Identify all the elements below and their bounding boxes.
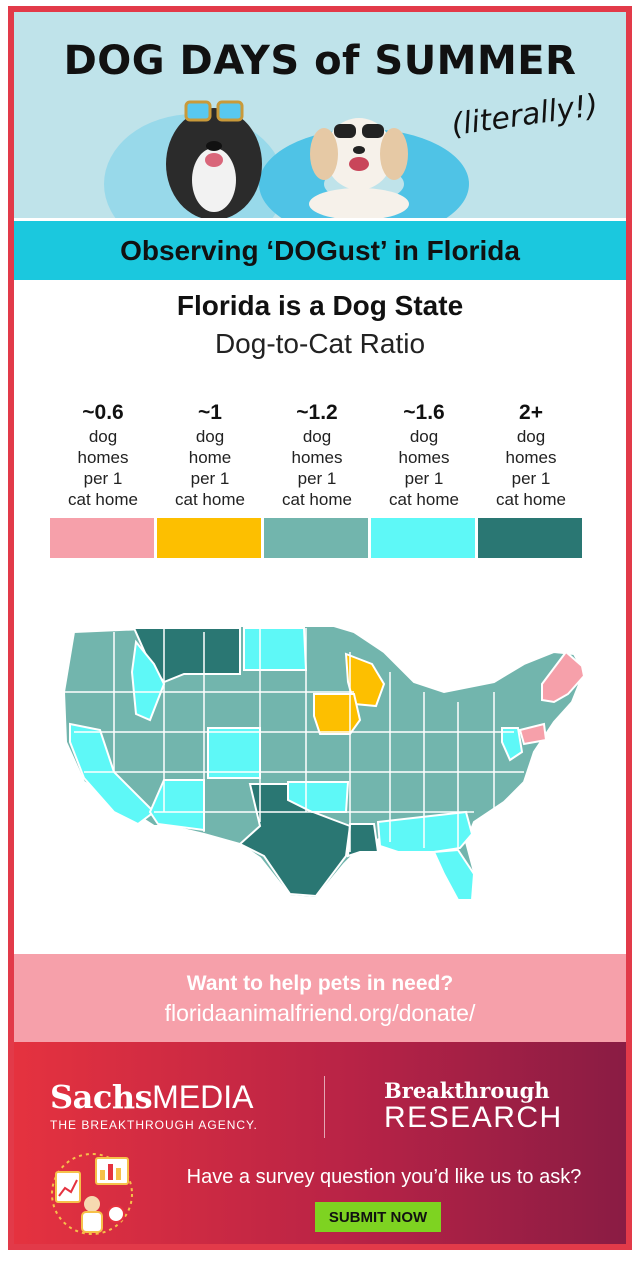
- legend-swatch: [371, 518, 475, 558]
- state-cyan: [130, 639, 166, 722]
- legend-item: 2+ dog homes per 1 cat home: [478, 400, 584, 510]
- sachs-tagline: THE BREAKTHROUGH AGENCY.: [50, 1118, 258, 1132]
- legend-swatch: [478, 518, 582, 558]
- survey-question: Have a survey question you’d like us to …: [186, 1166, 582, 1188]
- legend-text: cat home: [68, 490, 138, 509]
- state-pink: [541, 650, 586, 704]
- legend-text: per 1: [190, 469, 230, 488]
- legend-value: 2+: [519, 401, 543, 424]
- ratio-legend: ~0.6 dog homes per 1 cat home ~1 dog hom…: [50, 400, 590, 560]
- donate-link[interactable]: floridaanimalfriend.org/donate/: [164, 1000, 476, 1026]
- legend-text: cat home: [496, 490, 566, 509]
- legend-text: per 1: [404, 469, 444, 488]
- state-cyan: [243, 627, 308, 671]
- state-cyan: [501, 727, 524, 762]
- section-subtitle: Dog-to-Cat Ratio: [214, 328, 426, 359]
- br-logo-bottom: RESEARCH: [384, 1101, 563, 1134]
- state-cyan: [432, 848, 476, 901]
- state-borders: [64, 626, 524, 852]
- legend-text: homes: [505, 448, 557, 467]
- hero-title: DOG DAYS of SUMMER: [63, 38, 577, 84]
- legend-text: per 1: [83, 469, 123, 488]
- donate-section: Want to help pets in need? floridaanimal…: [14, 954, 626, 1042]
- state-cyan: [69, 722, 156, 826]
- state-pink: [518, 722, 548, 746]
- hero-section: DOG DAYS of SUMMER (literally!): [14, 12, 626, 218]
- legend-value: ~1: [198, 401, 222, 424]
- legend-value: ~1.6: [403, 401, 445, 424]
- legend-text: homes: [291, 448, 343, 467]
- dogs-photo: [104, 100, 469, 218]
- legend-text: cat home: [175, 490, 245, 509]
- state-dark: [346, 823, 380, 858]
- donate-title: Want to help pets in need?: [186, 972, 454, 995]
- legend-text: dog: [195, 427, 225, 446]
- legend-value: ~0.6: [82, 401, 124, 424]
- br-logo-top: Breakthrough: [384, 1078, 550, 1103]
- section-title: Florida is a Dog State: [176, 290, 464, 321]
- legend-swatch: [264, 518, 368, 558]
- legend-text: dog: [88, 427, 118, 446]
- legend-value: ~1.2: [296, 401, 338, 424]
- legend-text: dog: [516, 427, 546, 446]
- submit-now-button[interactable]: SUBMIT NOW: [315, 1202, 441, 1232]
- legend-item: ~1 dog home per 1 cat home: [157, 400, 263, 510]
- legend-text: dog: [409, 427, 439, 446]
- legend-text: per 1: [297, 469, 337, 488]
- legend-text: home: [188, 448, 232, 467]
- breakthrough-research-logo[interactable]: Breakthrough RESEARCH: [384, 1078, 563, 1135]
- banner-heading: Observing ‘DOGust’ in Florida: [14, 218, 626, 280]
- sachs-logo-media: MEDIA: [152, 1079, 254, 1115]
- legend-text: homes: [77, 448, 129, 467]
- logo-divider: [324, 1076, 325, 1138]
- legend-text: cat home: [282, 490, 352, 509]
- legend-swatch: [157, 518, 261, 558]
- legend-swatch: [50, 518, 154, 558]
- footer: SachsMEDIA THE BREAKTHROUGH AGENCY. Brea…: [14, 1042, 626, 1244]
- legend-text: homes: [398, 448, 450, 467]
- state-yellow: [344, 652, 386, 708]
- state-cyan: [207, 727, 261, 779]
- us-map: [62, 625, 586, 904]
- legend-item: ~0.6 dog homes per 1 cat home: [50, 400, 156, 510]
- infographic-frame: DOG DAYS of SUMMER (literally!) Observin…: [8, 6, 632, 1250]
- state-yellow: [313, 693, 362, 735]
- sachs-logo-name: Sachs: [50, 1078, 153, 1116]
- legend-text: cat home: [389, 490, 459, 509]
- legend-item: ~1.6 dog homes per 1 cat home: [371, 400, 477, 510]
- sachs-media-logo[interactable]: SachsMEDIA THE BREAKTHROUGH AGENCY.: [50, 1078, 258, 1132]
- legend-item: ~1.2 dog homes per 1 cat home: [264, 400, 370, 510]
- survey-icon: [51, 1153, 133, 1235]
- legend-text: per 1: [511, 469, 551, 488]
- legend-text: dog: [302, 427, 332, 446]
